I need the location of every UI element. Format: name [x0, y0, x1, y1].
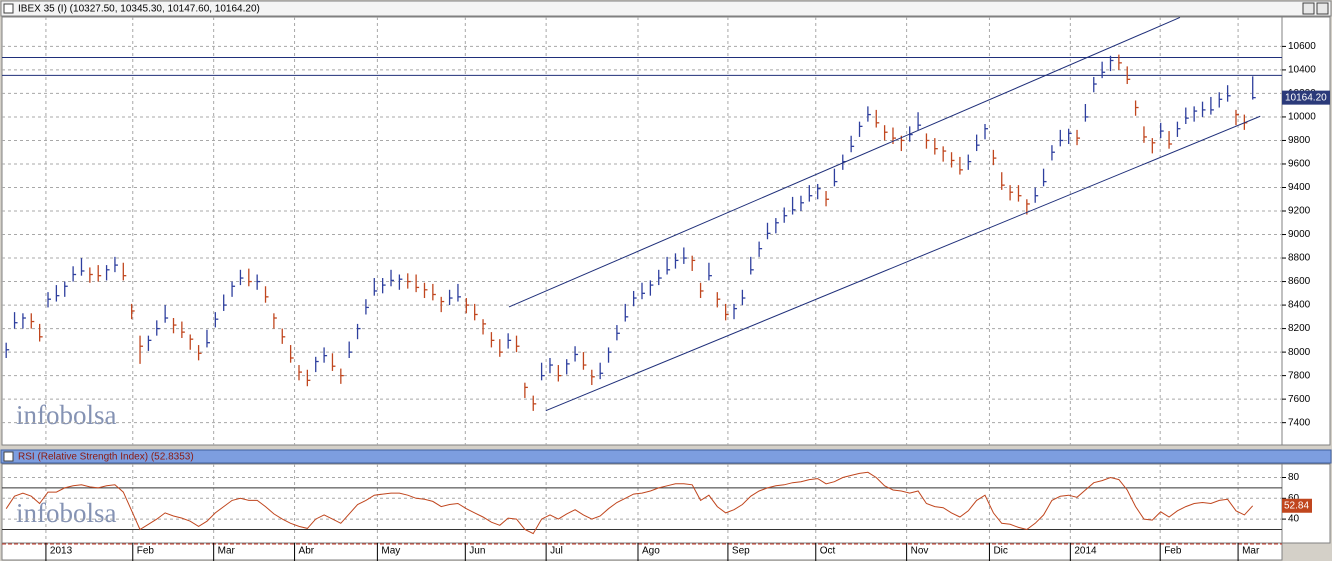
last-price-label: 10164.20	[1285, 92, 1327, 103]
y-tick-label: 9800	[1288, 135, 1311, 146]
x-tick-label: 2014	[1074, 546, 1097, 557]
time-axis	[1, 542, 1283, 561]
last-price-box	[1282, 90, 1330, 105]
watermark: infobolsa	[16, 400, 117, 430]
y-tick-label: 9200	[1288, 206, 1311, 217]
rsi-title: RSI (Relative Strength Index) (52.8353)	[18, 452, 194, 463]
y-tick-label: 8000	[1288, 347, 1311, 358]
y-tick-label: 40	[1288, 514, 1300, 525]
y-tick-label: 60	[1288, 493, 1300, 504]
x-tick-label: Feb	[137, 546, 155, 557]
last-value-box	[1282, 498, 1312, 513]
y-tick-label: 10600	[1288, 41, 1316, 52]
y-tick-label: 9600	[1288, 159, 1311, 170]
x-tick-label: Mar	[218, 546, 236, 557]
x-tick-label: Oct	[820, 546, 836, 557]
price-axis	[1281, 16, 1331, 446]
rsi-line	[5, 471, 1254, 535]
x-tick-label: May	[381, 546, 400, 557]
x-tick-label: Sep	[732, 546, 750, 557]
plot-layer	[2, 17, 1282, 445]
rsi-plot	[1, 463, 1283, 544]
x-tick-label: Ago	[642, 546, 660, 557]
y-tick-label: 8200	[1288, 323, 1311, 334]
y-tick-label: 8600	[1288, 276, 1311, 287]
x-tick-label: Jun	[469, 546, 485, 557]
x-tick-label: Feb	[1164, 546, 1182, 557]
x-tick-label: Nov	[911, 546, 929, 557]
close-button[interactable]	[1316, 2, 1329, 15]
panel-icon	[3, 3, 14, 14]
x-tick-label: Dic	[993, 546, 1007, 557]
x-tick-label: Mar	[1242, 546, 1260, 557]
y-tick-label: 80	[1288, 472, 1300, 483]
x-tick-label: Abr	[299, 546, 315, 557]
price-title: IBEX 35 (I) (10327.50, 10345.30, 10147.6…	[18, 4, 260, 15]
plot-layer	[2, 464, 1282, 543]
x-tick-label: Jul	[550, 546, 563, 557]
y-tick-label: 7400	[1288, 417, 1311, 428]
x-tick-label: 2013	[50, 546, 73, 557]
watermark: infobolsa	[16, 498, 117, 528]
y-tick-label: 9000	[1288, 229, 1311, 240]
rsi-title-bar	[0, 449, 1332, 464]
price-title-bar	[0, 0, 1332, 17]
trend-line	[508, 17, 1181, 308]
y-tick-label: 10400	[1288, 65, 1316, 76]
y-tick-label: 7800	[1288, 370, 1311, 381]
minimize-button[interactable]	[1302, 2, 1315, 15]
y-tick-label: 9400	[1288, 182, 1311, 193]
y-tick-label: 8400	[1288, 300, 1311, 311]
y-tick-label: 7600	[1288, 394, 1311, 405]
trend-line	[545, 115, 1261, 412]
y-tick-label: 8800	[1288, 253, 1311, 264]
panel-icon	[3, 451, 14, 462]
last-value-label: 52.84	[1284, 500, 1309, 511]
y-tick-label: 10000	[1288, 112, 1316, 123]
price-plot	[1, 16, 1283, 446]
